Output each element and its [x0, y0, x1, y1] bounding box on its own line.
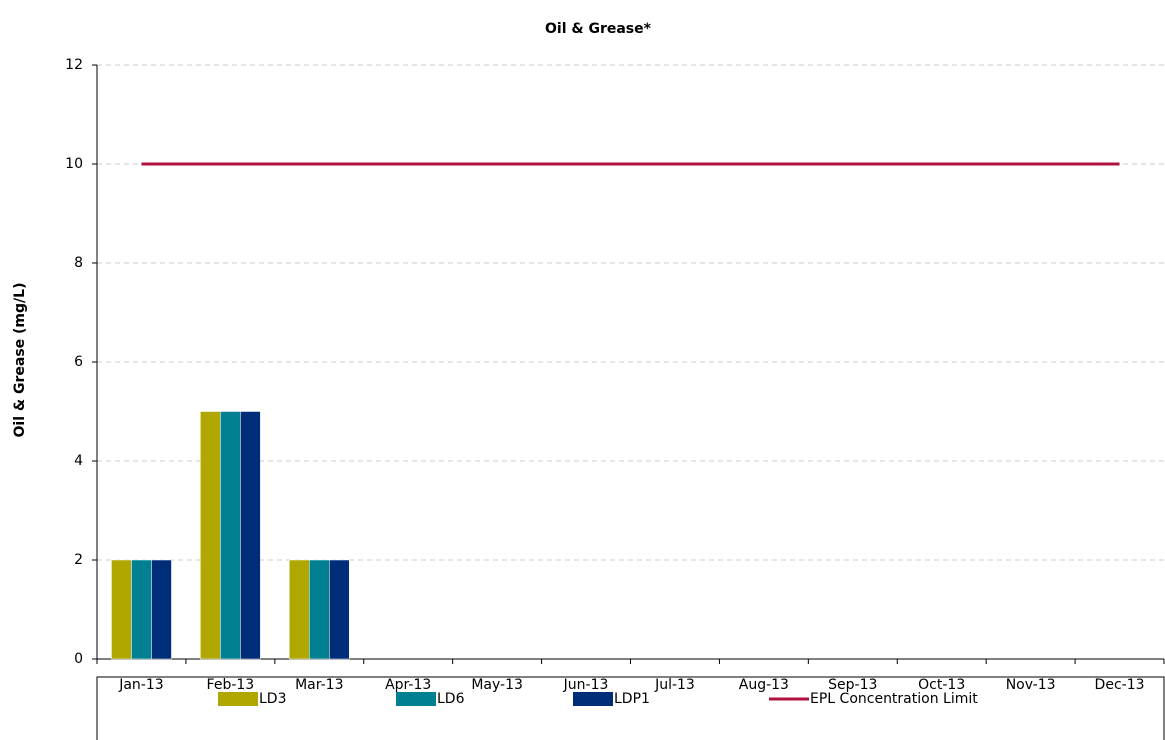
y-tick-label: 6	[74, 354, 83, 370]
chart-title: Oil & Grease*	[545, 21, 652, 37]
y-tick-label: 2	[74, 552, 83, 568]
x-tick-label: Apr-13	[385, 677, 431, 693]
x-tick-label: Jan-13	[118, 677, 163, 693]
bar	[131, 559, 152, 660]
x-tick-label: Jul-13	[654, 677, 695, 693]
legend-box	[96, 676, 1165, 740]
legend-label: LD6	[437, 691, 465, 707]
y-tick-label: 0	[74, 651, 83, 667]
bar	[329, 559, 350, 660]
bar	[220, 411, 241, 660]
legend-label: LDP1	[614, 691, 650, 707]
y-tick-label: 4	[74, 453, 83, 469]
bar	[111, 559, 132, 660]
x-tick-label: Sep-13	[828, 677, 877, 693]
bar	[200, 411, 221, 660]
bar	[309, 559, 330, 660]
legend-swatch	[396, 692, 436, 706]
legend-swatch	[573, 692, 613, 706]
y-tick-label: 10	[65, 156, 83, 172]
y-tick-label: 8	[74, 255, 83, 271]
legend-label: EPL Concentration Limit	[810, 691, 978, 707]
x-tick-label: Dec-13	[1095, 677, 1145, 693]
x-tick-label: Jun-13	[563, 677, 609, 693]
x-tick-label: Aug-13	[739, 677, 789, 693]
legend-label: LD3	[259, 691, 287, 707]
bar	[151, 559, 172, 660]
x-tick-label: May-13	[471, 677, 523, 693]
bar	[240, 411, 261, 660]
x-tick-label: Feb-13	[207, 677, 255, 693]
legend-swatch	[218, 692, 258, 706]
x-tick-label: Oct-13	[918, 677, 965, 693]
x-tick-label: Mar-13	[295, 677, 343, 693]
bar	[289, 559, 310, 660]
y-axis-label: Oil & Grease (mg/L)	[12, 283, 28, 438]
x-tick-label: Nov-13	[1006, 677, 1056, 693]
y-tick-label: 12	[65, 57, 83, 73]
